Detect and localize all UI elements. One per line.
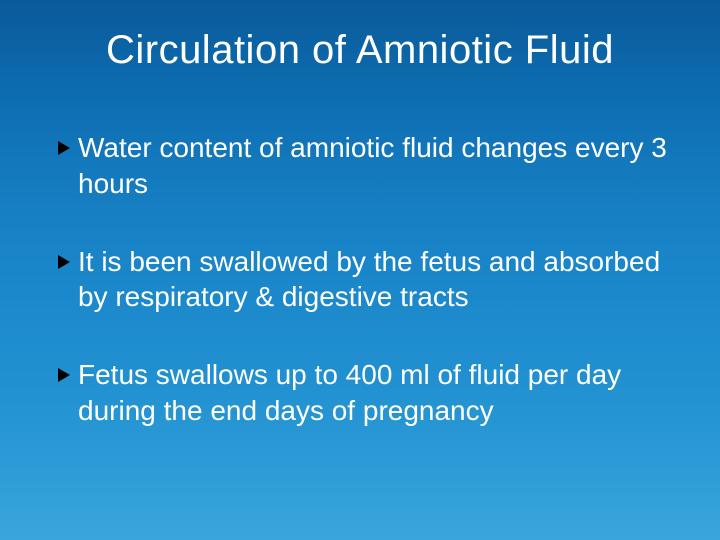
slide-title: Circulation of Amniotic Fluid — [0, 28, 720, 73]
bullet-text: It is been swallowed by the fetus and ab… — [78, 244, 670, 316]
bullet-marker-icon — [58, 255, 70, 269]
bullet-marker-icon — [58, 368, 70, 382]
bullet-item: Water content of amniotic fluid changes … — [58, 130, 670, 202]
bullet-marker-icon — [58, 141, 70, 155]
slide: Circulation of Amniotic Fluid Water cont… — [0, 0, 720, 540]
bullet-text: Water content of amniotic fluid changes … — [78, 130, 670, 202]
slide-body: Water content of amniotic fluid changes … — [58, 130, 670, 471]
bullet-item: Fetus swallows up to 400 ml of fluid per… — [58, 357, 670, 429]
bullet-item: It is been swallowed by the fetus and ab… — [58, 244, 670, 316]
bullet-text: Fetus swallows up to 400 ml of fluid per… — [78, 357, 670, 429]
